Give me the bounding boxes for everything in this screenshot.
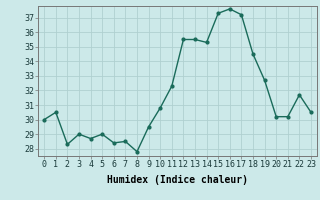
X-axis label: Humidex (Indice chaleur): Humidex (Indice chaleur) [107,175,248,185]
